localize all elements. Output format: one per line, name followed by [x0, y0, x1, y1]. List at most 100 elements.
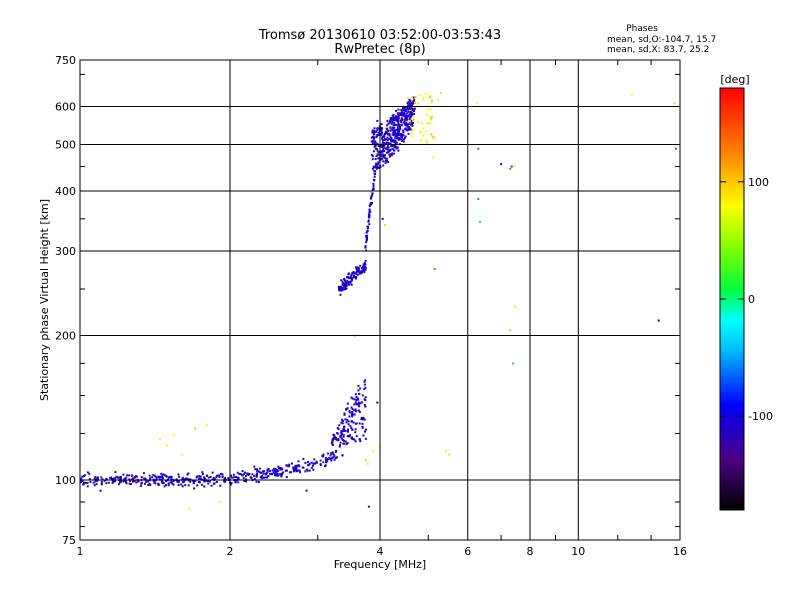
f2-cluster-point [383, 134, 386, 137]
e-region-point [329, 457, 332, 460]
e-region-point [186, 473, 189, 476]
e-region-point [347, 420, 350, 423]
e-region-point [245, 475, 247, 478]
e-region-point [89, 480, 92, 483]
f2-cluster-point [407, 126, 410, 129]
e-region-point [339, 444, 341, 447]
e-region-point [114, 471, 117, 474]
f2-cluster-point [373, 127, 376, 130]
e-region-point [164, 484, 167, 486]
e-region-point [103, 479, 106, 482]
f2-cluster-point [371, 158, 374, 161]
e-cusp-point [352, 438, 355, 441]
f-rise-point [366, 237, 368, 240]
e-region-point [307, 464, 310, 467]
f2-cluster-point [407, 132, 410, 135]
e-region-point [92, 481, 95, 484]
f-rise-point [368, 205, 371, 208]
x-mode-point [422, 127, 425, 130]
e-cusp-point [355, 399, 358, 401]
f2-cluster-point [407, 110, 410, 113]
e-region-point [351, 415, 354, 418]
e-region-point [313, 458, 316, 461]
f2-cluster-point [406, 102, 409, 104]
f1-trace-point [352, 276, 355, 279]
scatter-point [433, 268, 436, 271]
f2-cluster-point [403, 108, 406, 111]
x-mode-point [372, 449, 375, 452]
f1-trace-point [340, 286, 343, 288]
e-region-point [160, 472, 163, 475]
f2-cluster-point [385, 148, 388, 151]
x-mode-point [432, 156, 435, 159]
f2-cluster-point [399, 112, 401, 115]
f2-cluster-point [397, 138, 400, 141]
x-mode-point [630, 93, 633, 96]
f2-cluster-point [371, 167, 374, 170]
phases-o-stats: mean, sd,O:-104.7, 15.7 [607, 35, 716, 45]
e-cusp-point [358, 410, 361, 413]
e-region-point [340, 437, 343, 440]
f2-cluster-point [412, 109, 415, 111]
e-region-point [86, 482, 89, 484]
e-region-point [274, 468, 277, 471]
f2-cluster-point [372, 138, 375, 141]
f1-trace-point [359, 264, 362, 267]
e-region-point [364, 430, 366, 433]
f1-trace-point [350, 283, 353, 286]
e-region-point [253, 474, 256, 477]
f1-trace-point [344, 282, 347, 285]
x-mode-point [407, 97, 409, 99]
e-region-point [218, 476, 221, 478]
e-region-point [137, 480, 140, 483]
x-mode-point [194, 427, 197, 430]
data-points [79, 92, 677, 511]
y-tick-label: 400 [55, 185, 76, 198]
e-region-point [307, 461, 309, 464]
e-region-point [230, 482, 233, 484]
e-region-point [131, 478, 134, 481]
f2-cluster-point [403, 111, 406, 114]
f1-trace-point [343, 284, 346, 287]
chart-title: Tromsø 20130610 03:52:00-03:53:43 [258, 28, 501, 43]
e-region-point [122, 473, 125, 476]
f2-cluster-point [397, 149, 400, 152]
e-region-point [110, 478, 113, 481]
x-axis-title: Frequency [MHz] [334, 558, 426, 571]
e-region-point [125, 482, 128, 485]
e-region-point [177, 473, 180, 476]
e-cusp-point [343, 425, 346, 428]
f2-cluster-point [393, 122, 396, 125]
f2-cluster-point [405, 114, 408, 117]
f2-cluster-point [400, 109, 403, 111]
scatter-point [99, 489, 102, 492]
x-mode-point [378, 444, 381, 447]
e-region-point [132, 480, 134, 483]
e-region-point [279, 467, 282, 469]
e-cusp-point [353, 398, 356, 401]
f2-cluster-point [404, 135, 407, 138]
f2-cluster-point [404, 117, 407, 120]
e-region-point [118, 476, 121, 479]
e-cusp-point [361, 426, 364, 429]
f-rise-point [364, 245, 367, 248]
f1-trace-point [346, 281, 349, 284]
f2-cluster-point [373, 150, 375, 153]
e-region-point [308, 462, 311, 465]
e-region-point [235, 476, 238, 478]
e-region-point [145, 480, 148, 483]
e-region-point [196, 484, 199, 487]
e-cusp-point [343, 428, 346, 431]
f2-cluster-point [413, 113, 415, 116]
e-region-point [325, 459, 328, 462]
f2-cluster-point [397, 130, 399, 133]
f1-trace-point [342, 288, 344, 291]
y-tick-label: 75 [62, 534, 76, 547]
f2-cluster-point [385, 131, 388, 134]
f2-cluster-point [397, 134, 400, 137]
e-region-point [219, 472, 222, 475]
f1-trace-point [361, 268, 364, 271]
e-cusp-point [345, 421, 348, 424]
e-region-point [356, 403, 359, 406]
e-cusp-point [361, 422, 364, 425]
